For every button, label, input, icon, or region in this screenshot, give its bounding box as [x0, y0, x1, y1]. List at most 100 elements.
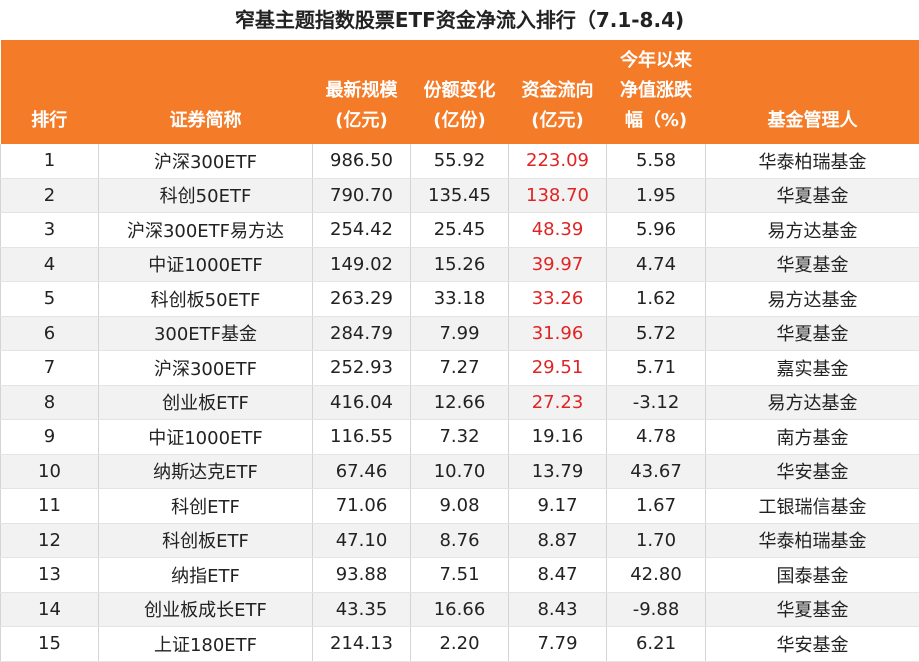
flow-cell: 7.79 — [508, 626, 607, 662]
flow-cell: 19.16 — [508, 419, 607, 455]
ytd-return-cell: 5.72 — [606, 316, 706, 351]
security-name-cell: 中证1000ETF — [98, 419, 313, 455]
flow-cell: 138.70 — [508, 178, 607, 213]
ytd-return-cell: -3.12 — [606, 385, 706, 420]
table-row: 3 沪深300ETF易方达 254.42 25.45 48.39 5.96 易方达基金 — [0, 212, 919, 248]
header-line: 基金管理人 — [767, 110, 858, 131]
ytd-return-cell: 4.78 — [606, 419, 706, 455]
security-name-cell: 沪深300ETF易方达 — [98, 212, 313, 248]
header-line: 净值涨跌 — [620, 80, 692, 101]
table-row: 9 中证1000ETF 116.55 7.32 19.16 4.78 南方基金 — [0, 419, 919, 455]
header-line: 今年以来 — [620, 50, 692, 71]
rank-cell: 14 — [0, 592, 99, 627]
security-name-cell: 科创板ETF — [98, 523, 313, 558]
manager-cell: 嘉实基金 — [705, 350, 919, 386]
header-line: 幅（%) — [624, 110, 688, 131]
manager-cell: 华安基金 — [705, 626, 919, 662]
table-body: 1 沪深300ETF 986.50 55.92 223.09 5.58 华泰柏瑞基金 2 科创5… — [0, 144, 919, 662]
manager-cell: 华夏基金 — [705, 247, 919, 282]
security-name-cell: 科创ETF — [98, 488, 313, 524]
manager-cell: 南方基金 — [705, 419, 919, 455]
flow-cell: 33.26 — [508, 281, 607, 317]
flow-cell: 39.97 — [508, 247, 607, 282]
scale-cell: 284.79 — [312, 316, 411, 351]
manager-cell: 华夏基金 — [705, 592, 919, 627]
scale-cell: 43.35 — [312, 592, 411, 627]
table-row: 4 中证1000ETF 149.02 15.26 39.97 4.74 华夏基金 — [0, 247, 919, 282]
table-row: 5 科创板50ETF 263.29 33.18 33.26 1.62 易方达基金 — [0, 281, 919, 317]
ytd-return-cell: 1.67 — [606, 488, 706, 524]
header-name: 证券简称 — [98, 40, 313, 144]
manager-cell: 华泰柏瑞基金 — [705, 144, 919, 179]
security-name-cell: 沪深300ETF — [98, 144, 313, 179]
table-row: 14 创业板成长ETF 43.35 16.66 8.43 -9.88 华夏基金 — [0, 592, 919, 627]
share-change-cell: 7.27 — [410, 350, 509, 386]
security-name-cell: 沪深300ETF — [98, 350, 313, 386]
security-name-cell: 上证180ETF — [98, 626, 313, 662]
ytd-return-cell: 5.96 — [606, 212, 706, 248]
table-row: 10 纳斯达克ETF 67.46 10.70 13.79 43.67 华安基金 — [0, 454, 919, 489]
share-change-cell: 135.45 — [410, 178, 509, 213]
share-change-cell: 7.32 — [410, 419, 509, 455]
flow-cell: 8.47 — [508, 557, 607, 593]
rank-cell: 9 — [0, 419, 99, 455]
share-change-cell: 33.18 — [410, 281, 509, 317]
flow-cell: 48.39 — [508, 212, 607, 248]
table-row: 11 科创ETF 71.06 9.08 9.17 1.67 工银瑞信基金 — [0, 488, 919, 524]
scale-cell: 254.42 — [312, 212, 411, 248]
header-manager: 基金管理人 — [705, 40, 919, 144]
ytd-return-cell: 43.67 — [606, 454, 706, 489]
rank-cell: 15 — [0, 626, 99, 662]
flow-cell: 31.96 — [508, 316, 607, 351]
flow-cell: 9.17 — [508, 488, 607, 524]
rank-cell: 10 — [0, 454, 99, 489]
scale-cell: 47.10 — [312, 523, 411, 558]
table-row: 8 创业板ETF 416.04 12.66 27.23 -3.12 易方达基金 — [0, 385, 919, 420]
rank-cell: 7 — [0, 350, 99, 386]
ytd-return-cell: 6.21 — [606, 626, 706, 662]
header-ytd: 今年以来净值涨跌幅（%) — [606, 40, 706, 144]
rank-cell: 6 — [0, 316, 99, 351]
security-name-cell: 创业板成长ETF — [98, 592, 313, 627]
header-line: 排行 — [31, 110, 68, 131]
rank-cell: 13 — [0, 557, 99, 593]
scale-cell: 790.70 — [312, 178, 411, 213]
manager-cell: 华夏基金 — [705, 316, 919, 351]
header-line: (亿份) — [433, 110, 486, 131]
rank-cell: 3 — [0, 212, 99, 248]
etf-inflow-table: 排行 证券简称 最新规模 (亿元) 份额变化 (亿份) 资金流向 (亿元) 今年以来 净值涨跌 幅（… — [0, 40, 919, 662]
share-change-cell: 8.76 — [410, 523, 509, 558]
ytd-return-cell: 1.62 — [606, 281, 706, 317]
header-line: (亿元) — [531, 110, 584, 131]
manager-cell: 华夏基金 — [705, 178, 919, 213]
flow-cell: 13.79 — [508, 454, 607, 489]
security-name-cell: 纳指ETF — [98, 557, 313, 593]
rank-cell: 5 — [0, 281, 99, 317]
security-name-cell: 创业板ETF — [98, 385, 313, 420]
header-row: 排行 证券简称 最新规模 (亿元) 份额变化 (亿份) 资金流向 (亿元) 今年以来 净值涨跌 幅（… — [0, 40, 919, 144]
header-line: 证券简称 — [169, 110, 242, 131]
rank-cell: 12 — [0, 523, 99, 558]
flow-cell: 223.09 — [508, 144, 607, 179]
flow-cell: 8.87 — [508, 523, 607, 558]
rank-cell: 4 — [0, 247, 99, 282]
flow-cell: 8.43 — [508, 592, 607, 627]
rank-cell: 11 — [0, 488, 99, 524]
rank-cell: 8 — [0, 385, 99, 420]
share-change-cell: 55.92 — [410, 144, 509, 179]
header-share-change: 份额变化 (亿份) — [410, 40, 509, 144]
ytd-return-cell: 4.74 — [606, 247, 706, 282]
ytd-return-cell: 1.95 — [606, 178, 706, 213]
ytd-return-cell: 42.80 — [606, 557, 706, 593]
flow-cell: 29.51 — [508, 350, 607, 386]
scale-cell: 116.55 — [312, 419, 411, 455]
table-row: 7 沪深300ETF 252.93 7.27 29.51 5.71 嘉实基金 — [0, 350, 919, 386]
header-line: 资金流向 — [521, 80, 594, 101]
table-row: 13 纳指ETF 93.88 7.51 8.47 42.80 国泰基金 — [0, 557, 919, 593]
header-flow: 资金流向 (亿元) — [508, 40, 607, 144]
share-change-cell: 9.08 — [410, 488, 509, 524]
table-row: 15 上证180ETF 214.13 2.20 7.79 6.21 华安基金 — [0, 626, 919, 662]
table-title: 窄基主题指数股票ETF资金净流入排行（7.1-8.4) — [234, 8, 685, 32]
share-change-cell: 10.70 — [410, 454, 509, 489]
